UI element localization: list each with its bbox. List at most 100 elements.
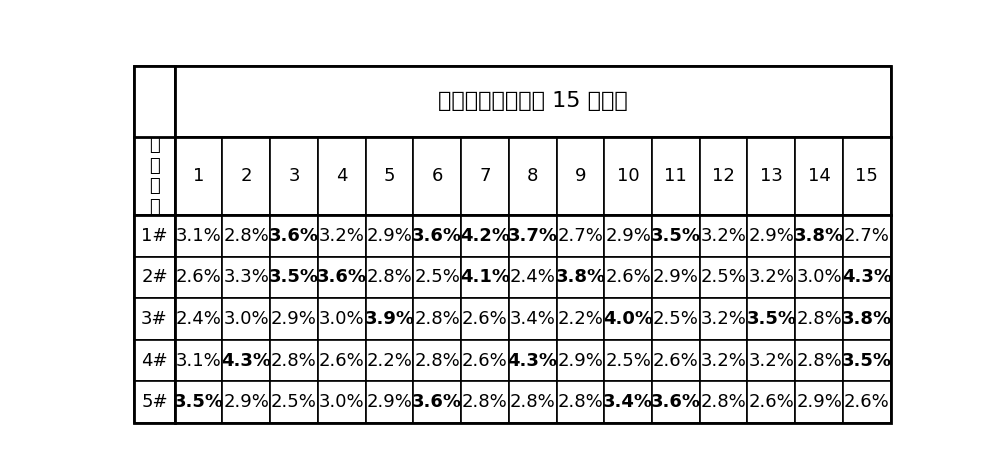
Bar [270, 215, 318, 257]
Bar [413, 381, 461, 423]
Text: 3.8%: 3.8% [842, 310, 892, 328]
Bar [700, 257, 747, 298]
Text: 3.0%: 3.0% [223, 310, 269, 328]
Bar [557, 215, 604, 257]
Bar [557, 340, 604, 381]
Text: 4: 4 [336, 167, 347, 185]
Text: 2.6%: 2.6% [462, 351, 508, 369]
Text: 2.9%: 2.9% [557, 351, 603, 369]
Bar [747, 137, 795, 215]
Bar [366, 215, 413, 257]
Bar [461, 137, 509, 215]
Text: 4.2%: 4.2% [460, 227, 510, 245]
Text: 3.0%: 3.0% [319, 393, 365, 411]
Text: 2.6%: 2.6% [653, 351, 699, 369]
Text: 2.5%: 2.5% [271, 393, 317, 411]
Bar [557, 381, 604, 423]
Text: 8: 8 [527, 167, 538, 185]
Bar [604, 137, 652, 215]
Bar [175, 298, 222, 340]
Bar [461, 298, 509, 340]
Bar [318, 137, 366, 215]
Bar [604, 340, 652, 381]
Text: 3.2%: 3.2% [701, 227, 747, 245]
Bar [134, 340, 175, 381]
Bar [366, 340, 413, 381]
Bar [175, 137, 222, 215]
Text: 2.4%: 2.4% [510, 269, 556, 287]
Text: 2.4%: 2.4% [176, 310, 221, 328]
Text: 1#: 1# [141, 227, 168, 245]
Text: 2.7%: 2.7% [557, 227, 603, 245]
Bar [795, 215, 843, 257]
Text: 2.9%: 2.9% [223, 393, 269, 411]
Bar [461, 381, 509, 423]
Bar [747, 257, 795, 298]
Text: 3.8%: 3.8% [794, 227, 844, 245]
Text: 2.6%: 2.6% [605, 269, 651, 287]
Text: 3.5%: 3.5% [842, 351, 892, 369]
Text: 13: 13 [760, 167, 783, 185]
Text: 2.5%: 2.5% [653, 310, 699, 328]
Bar [652, 381, 700, 423]
Bar [509, 215, 557, 257]
Bar [604, 215, 652, 257]
Text: 4.3%: 4.3% [221, 351, 271, 369]
Text: 3.4%: 3.4% [603, 393, 653, 411]
Bar [134, 381, 175, 423]
Bar [366, 381, 413, 423]
Text: 2.6%: 2.6% [748, 393, 794, 411]
Bar [652, 215, 700, 257]
Bar [175, 340, 222, 381]
Bar [843, 340, 891, 381]
Bar [795, 137, 843, 215]
Bar [134, 215, 175, 257]
Text: 3.2%: 3.2% [748, 351, 794, 369]
Text: 2.6%: 2.6% [844, 393, 890, 411]
Bar [557, 298, 604, 340]
Text: 3: 3 [288, 167, 300, 185]
Text: 3.5%: 3.5% [651, 227, 701, 245]
Text: 2.7%: 2.7% [844, 227, 890, 245]
Text: 2.8%: 2.8% [271, 351, 317, 369]
Text: 10: 10 [617, 167, 639, 185]
Text: 2.2%: 2.2% [557, 310, 603, 328]
Text: 2.5%: 2.5% [701, 269, 747, 287]
Bar [270, 257, 318, 298]
Bar [461, 257, 509, 298]
Bar [318, 381, 366, 423]
Text: 11: 11 [664, 167, 687, 185]
Text: 3.4%: 3.4% [510, 310, 556, 328]
Text: 3.7%: 3.7% [508, 227, 558, 245]
Bar [700, 298, 747, 340]
Bar [747, 340, 795, 381]
Text: 3.6%: 3.6% [412, 227, 462, 245]
Text: 3.6%: 3.6% [269, 227, 319, 245]
Bar [318, 298, 366, 340]
Text: 3.8%: 3.8% [555, 269, 605, 287]
Text: 12: 12 [712, 167, 735, 185]
Text: 5#: 5# [141, 393, 168, 411]
Bar [461, 215, 509, 257]
Bar [557, 257, 604, 298]
Text: 4.1%: 4.1% [460, 269, 510, 287]
Text: 固
化
室
号: 固 化 室 号 [149, 136, 160, 216]
Text: 7: 7 [479, 167, 491, 185]
Text: 2.2%: 2.2% [366, 351, 412, 369]
Text: 2.8%: 2.8% [414, 310, 460, 328]
Text: 15: 15 [855, 167, 878, 185]
Text: 3.2%: 3.2% [319, 227, 365, 245]
Bar [222, 340, 270, 381]
Text: 3.9%: 3.9% [364, 310, 414, 328]
Text: 2.9%: 2.9% [366, 393, 412, 411]
Bar [700, 137, 747, 215]
Text: 2.9%: 2.9% [271, 310, 317, 328]
Text: 3.1%: 3.1% [176, 351, 221, 369]
Bar [318, 257, 366, 298]
Text: 2.6%: 2.6% [176, 269, 221, 287]
Bar [222, 298, 270, 340]
Text: 2.6%: 2.6% [319, 351, 365, 369]
Text: 1: 1 [193, 167, 204, 185]
Bar [843, 137, 891, 215]
Bar [652, 257, 700, 298]
